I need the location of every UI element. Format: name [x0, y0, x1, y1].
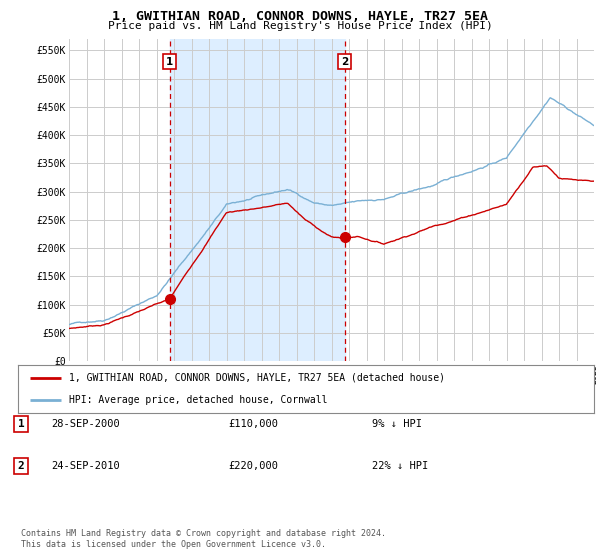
- Text: 1: 1: [17, 419, 25, 429]
- Text: £220,000: £220,000: [228, 461, 278, 471]
- Text: 1, GWITHIAN ROAD, CONNOR DOWNS, HAYLE, TR27 5EA: 1, GWITHIAN ROAD, CONNOR DOWNS, HAYLE, T…: [112, 10, 488, 22]
- Text: 9% ↓ HPI: 9% ↓ HPI: [372, 419, 422, 429]
- Text: 28-SEP-2000: 28-SEP-2000: [51, 419, 120, 429]
- Text: 1: 1: [166, 57, 173, 67]
- Text: Contains HM Land Registry data © Crown copyright and database right 2024.
This d: Contains HM Land Registry data © Crown c…: [21, 529, 386, 549]
- Text: £110,000: £110,000: [228, 419, 278, 429]
- Text: Price paid vs. HM Land Registry's House Price Index (HPI): Price paid vs. HM Land Registry's House …: [107, 21, 493, 31]
- Text: 1, GWITHIAN ROAD, CONNOR DOWNS, HAYLE, TR27 5EA (detached house): 1, GWITHIAN ROAD, CONNOR DOWNS, HAYLE, T…: [68, 373, 445, 383]
- Text: HPI: Average price, detached house, Cornwall: HPI: Average price, detached house, Corn…: [68, 395, 327, 405]
- Text: 2: 2: [17, 461, 25, 471]
- Text: 22% ↓ HPI: 22% ↓ HPI: [372, 461, 428, 471]
- Bar: [170, 39, 344, 361]
- Text: 24-SEP-2010: 24-SEP-2010: [51, 461, 120, 471]
- Text: 2: 2: [341, 57, 348, 67]
